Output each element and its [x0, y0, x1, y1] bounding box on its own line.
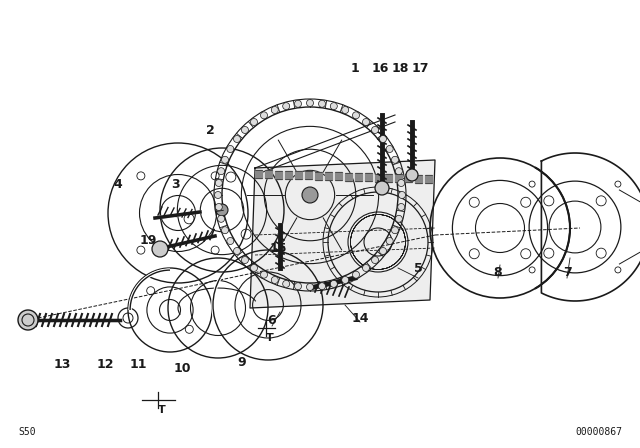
Polygon shape: [375, 173, 382, 181]
Circle shape: [399, 191, 406, 198]
Text: 9: 9: [237, 356, 246, 369]
Text: 13: 13: [53, 358, 70, 371]
Circle shape: [215, 203, 222, 211]
Circle shape: [386, 237, 393, 245]
Text: 11: 11: [129, 358, 147, 371]
Polygon shape: [315, 172, 322, 180]
Circle shape: [397, 203, 404, 211]
Circle shape: [353, 271, 360, 278]
Text: T: T: [158, 405, 166, 415]
Circle shape: [392, 156, 399, 163]
Circle shape: [227, 237, 234, 245]
Circle shape: [294, 283, 301, 290]
Circle shape: [221, 156, 228, 163]
Polygon shape: [305, 172, 312, 180]
Circle shape: [380, 247, 387, 254]
Polygon shape: [355, 173, 362, 181]
Polygon shape: [295, 171, 302, 179]
Text: 16: 16: [371, 61, 388, 74]
Polygon shape: [255, 170, 262, 178]
Text: 15: 15: [269, 241, 287, 254]
Circle shape: [380, 135, 387, 142]
Text: 00000867: 00000867: [575, 427, 622, 437]
Text: 6: 6: [268, 314, 276, 327]
Circle shape: [362, 264, 369, 271]
Text: 19: 19: [140, 233, 157, 246]
Circle shape: [215, 180, 222, 186]
Circle shape: [330, 280, 337, 287]
Circle shape: [397, 180, 404, 186]
Polygon shape: [250, 160, 435, 308]
Circle shape: [396, 215, 403, 222]
Circle shape: [307, 99, 314, 107]
Polygon shape: [425, 175, 432, 183]
Circle shape: [241, 126, 248, 134]
Polygon shape: [365, 173, 372, 181]
Text: 3: 3: [171, 178, 179, 191]
Circle shape: [218, 168, 225, 175]
Polygon shape: [275, 171, 282, 179]
Polygon shape: [345, 172, 352, 181]
Text: 4: 4: [114, 178, 122, 191]
Polygon shape: [385, 174, 392, 182]
Polygon shape: [335, 172, 342, 181]
Circle shape: [386, 146, 393, 152]
Circle shape: [271, 107, 278, 113]
Circle shape: [330, 103, 337, 110]
Circle shape: [362, 119, 369, 125]
Polygon shape: [265, 170, 272, 178]
Text: 18: 18: [391, 61, 409, 74]
Text: 1: 1: [351, 61, 360, 74]
Circle shape: [234, 135, 241, 142]
Circle shape: [319, 100, 326, 107]
Text: 8: 8: [493, 266, 502, 279]
Circle shape: [271, 276, 278, 284]
Polygon shape: [285, 171, 292, 179]
Circle shape: [307, 284, 314, 290]
Circle shape: [406, 169, 418, 181]
Circle shape: [216, 204, 228, 216]
Polygon shape: [395, 174, 402, 182]
Circle shape: [392, 227, 399, 234]
Circle shape: [353, 112, 360, 119]
Circle shape: [372, 126, 378, 134]
Text: S50: S50: [18, 427, 36, 437]
Circle shape: [250, 119, 257, 125]
Circle shape: [319, 283, 326, 290]
Circle shape: [260, 112, 268, 119]
Circle shape: [302, 187, 318, 203]
Circle shape: [283, 103, 290, 110]
Text: 5: 5: [413, 262, 422, 275]
Polygon shape: [405, 175, 412, 182]
Circle shape: [241, 257, 248, 263]
Polygon shape: [325, 172, 332, 180]
Text: 14: 14: [351, 311, 369, 324]
Circle shape: [250, 264, 257, 271]
Circle shape: [342, 107, 349, 113]
Text: 17: 17: [412, 61, 429, 74]
Circle shape: [18, 310, 38, 330]
Circle shape: [152, 241, 168, 257]
Text: 10: 10: [173, 362, 191, 375]
Text: 2: 2: [205, 124, 214, 137]
Circle shape: [283, 280, 290, 287]
Polygon shape: [415, 175, 422, 183]
Circle shape: [396, 168, 403, 175]
Circle shape: [260, 271, 268, 278]
Circle shape: [218, 215, 225, 222]
Circle shape: [234, 247, 241, 254]
Circle shape: [372, 257, 378, 263]
Circle shape: [221, 227, 228, 234]
Circle shape: [294, 100, 301, 107]
Text: 12: 12: [96, 358, 114, 371]
Circle shape: [375, 181, 389, 195]
Circle shape: [214, 191, 221, 198]
Text: T: T: [266, 333, 274, 343]
Text: 7: 7: [563, 266, 572, 279]
Circle shape: [342, 276, 349, 284]
Circle shape: [227, 146, 234, 152]
